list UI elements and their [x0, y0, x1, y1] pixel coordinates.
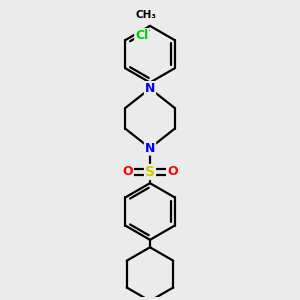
Text: O: O [167, 166, 178, 178]
Text: S: S [145, 165, 155, 179]
Text: CH₃: CH₃ [136, 11, 157, 20]
Text: O: O [122, 166, 133, 178]
Text: Cl: Cl [135, 29, 148, 42]
Text: N: N [145, 82, 155, 95]
Text: N: N [145, 142, 155, 154]
